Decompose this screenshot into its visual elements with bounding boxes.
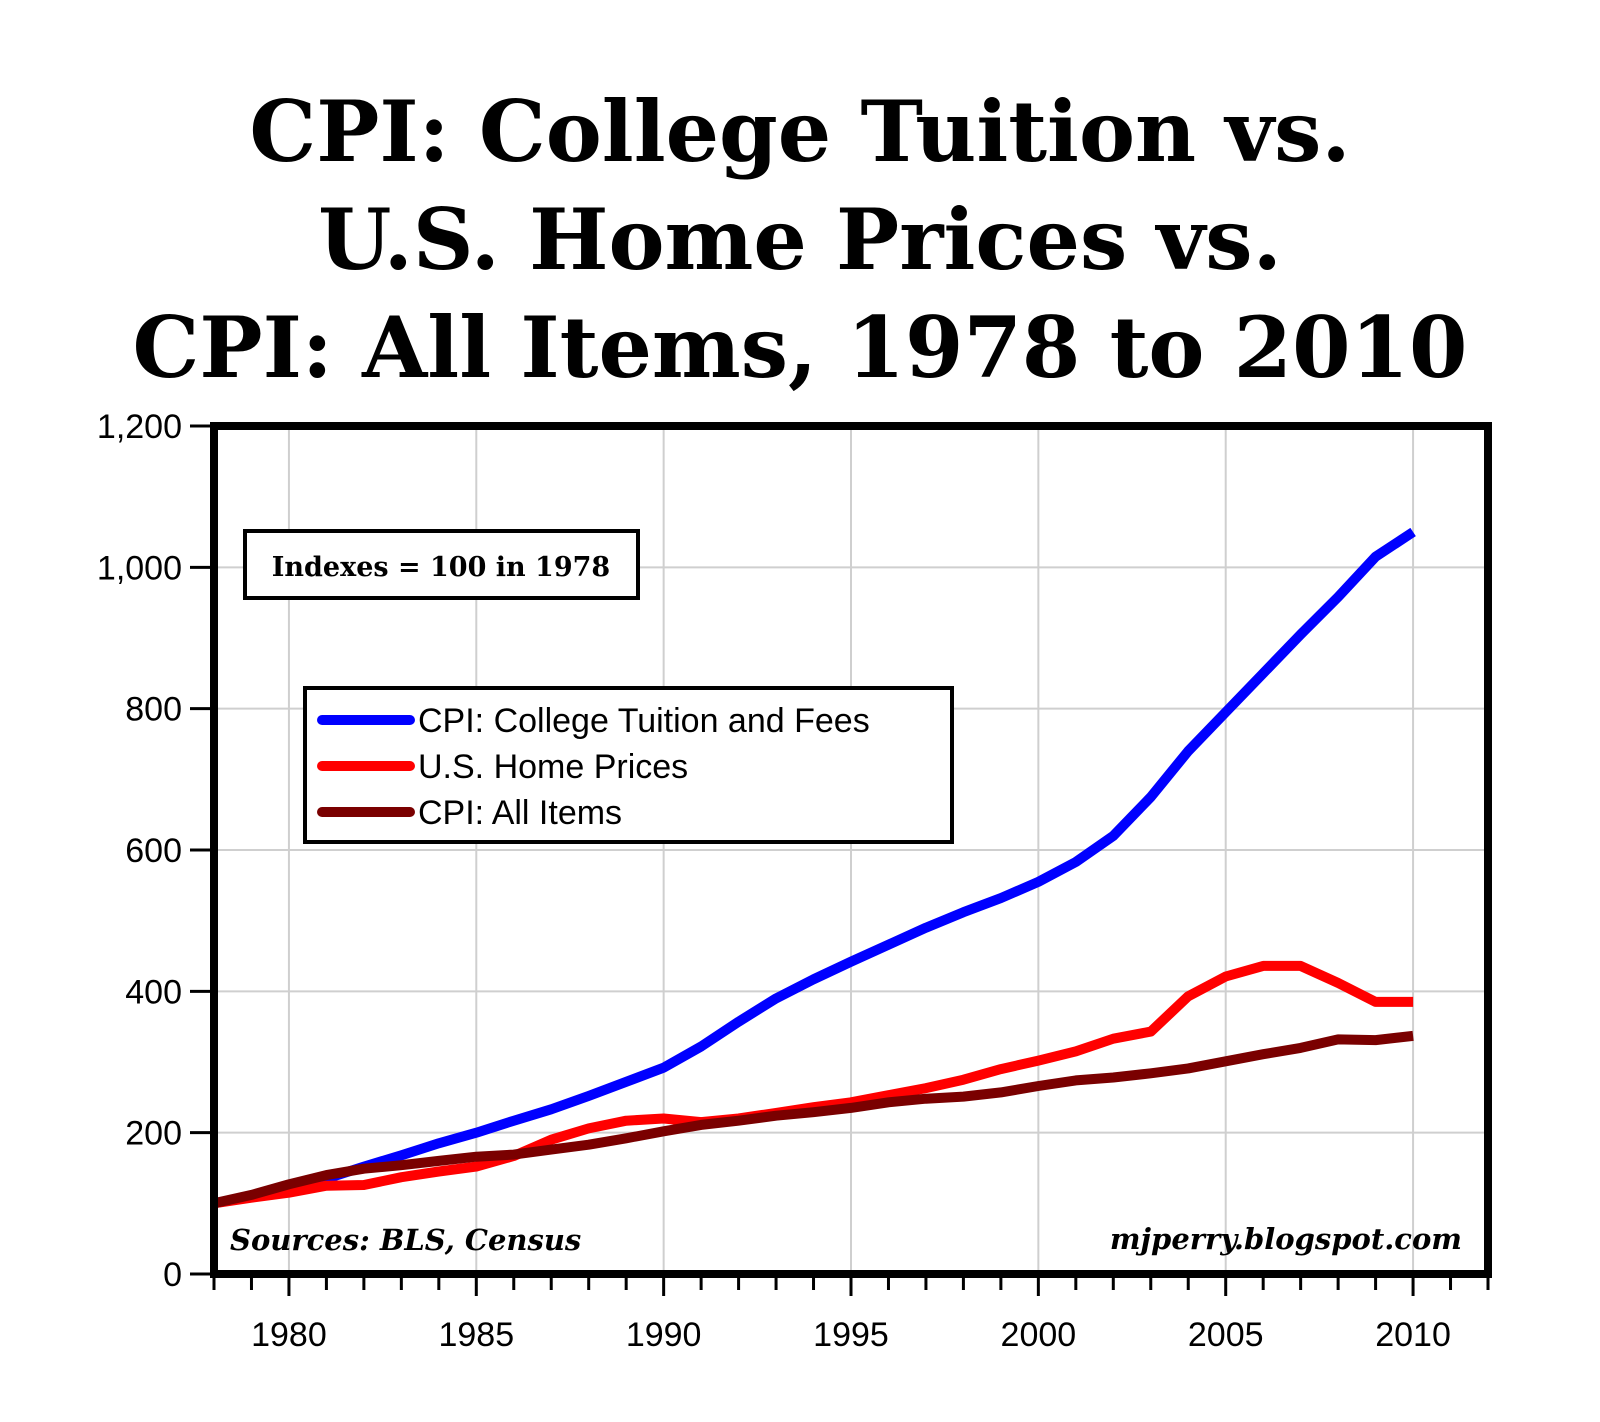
x-tick-label-1980: 1980 xyxy=(251,1316,327,1354)
legend-label-0: CPI: College Tuition and Fees xyxy=(418,702,870,740)
plot-frame xyxy=(210,422,1492,1278)
y-tick-label-0: 0 xyxy=(163,1256,182,1294)
x-tick-label-1995: 1995 xyxy=(813,1316,889,1354)
x-tick-label-1990: 1990 xyxy=(626,1316,702,1354)
x-tick-label-2000: 2000 xyxy=(1001,1316,1077,1354)
x-tick-label-1985: 1985 xyxy=(438,1316,514,1354)
chart-title: CPI: College Tuition vs. U.S. Home Price… xyxy=(0,78,1600,402)
y-tick-label-400: 400 xyxy=(125,973,182,1011)
chart-title-line-2: U.S. Home Prices vs. xyxy=(318,190,1282,289)
legend-label-2: CPI: All Items xyxy=(418,794,622,832)
legend-label-1: U.S. Home Prices xyxy=(418,748,688,786)
series-lines xyxy=(212,527,1416,1209)
y-tick-label-1200: 1,200 xyxy=(97,408,182,446)
series-line-2 xyxy=(212,1030,1414,1209)
x-tick-label-2010: 2010 xyxy=(1375,1316,1451,1354)
y-tick-label-800: 800 xyxy=(125,691,182,729)
y-tick-label-600: 600 xyxy=(125,832,182,870)
chart-title-line-3: CPI: All Items, 1978 to 2010 xyxy=(132,298,1468,397)
chart-title-line-1: CPI: College Tuition vs. xyxy=(249,82,1351,181)
x-tick-label-2005: 2005 xyxy=(1188,1316,1264,1354)
indexes-note-box xyxy=(243,529,640,600)
y-tick-label-200: 200 xyxy=(125,1115,182,1153)
x-axis: 1980 1985 1990 1995 2000 2005 2010 xyxy=(212,1278,1490,1354)
sources-note: Sources: BLS, Census xyxy=(230,1223,581,1257)
y-axis: 0 200 400 600 800 1,000 1,200 xyxy=(97,408,210,1294)
legend: CPI: College Tuition and Fees U.S. Home P… xyxy=(303,686,954,844)
series-line-0 xyxy=(213,527,1416,1209)
indexes-note: Indexes = 100 in 1978 xyxy=(243,529,640,600)
credit-note: mjperry.blogspot.com xyxy=(1110,1222,1462,1256)
indexes-note-text: Indexes = 100 in 1978 xyxy=(272,552,610,583)
y-tick-label-1000: 1,000 xyxy=(97,549,182,587)
